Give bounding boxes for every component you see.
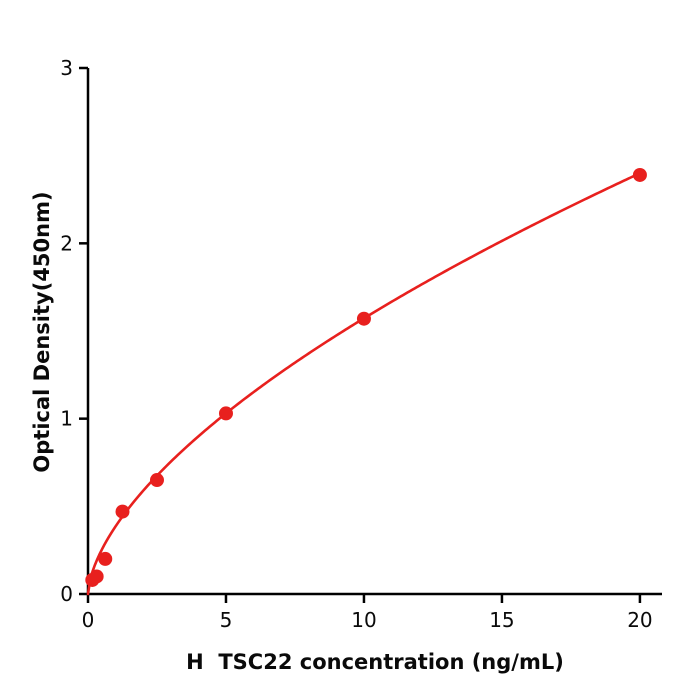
y-tick-label: 1 <box>60 407 73 431</box>
x-axis-label: H TSC22 concentration (ng/mL) <box>186 650 564 674</box>
data-point <box>98 551 113 566</box>
x-tick-label: 10 <box>351 608 376 632</box>
x-tick-label: 5 <box>220 608 233 632</box>
data-point <box>115 504 130 519</box>
data-point <box>149 473 164 488</box>
fit-curve <box>86 171 642 596</box>
y-tick-label: 0 <box>60 582 73 606</box>
y-axis-label: Optical Density(450nm) <box>30 191 54 473</box>
x-tick-label: 15 <box>489 608 514 632</box>
data-point <box>218 406 233 421</box>
data-point <box>632 167 647 182</box>
x-tick-label: 0 <box>82 608 95 632</box>
data-point <box>89 569 104 584</box>
data-point <box>356 311 371 326</box>
y-tick-label: 3 <box>60 56 73 80</box>
x-tick-label: 20 <box>627 608 652 632</box>
y-tick-label: 2 <box>60 231 73 255</box>
